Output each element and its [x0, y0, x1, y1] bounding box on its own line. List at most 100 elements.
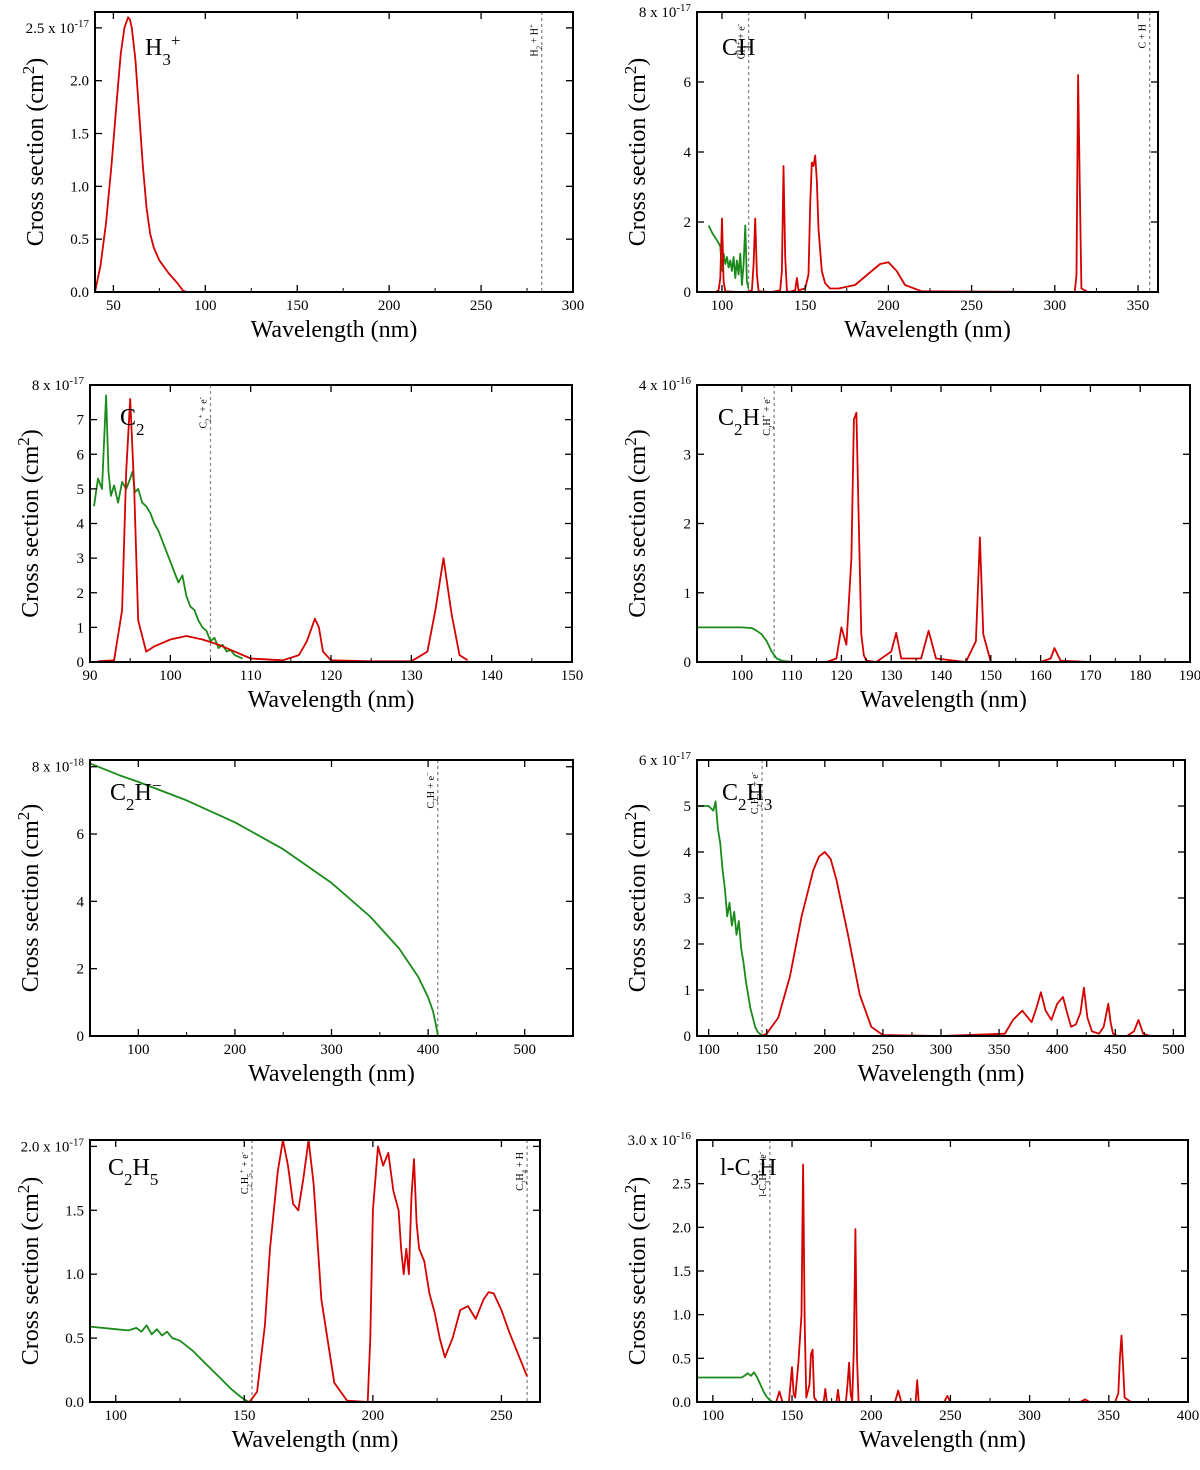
threshold-label-part: + e: [199, 399, 210, 415]
y-scale-exponent: -16: [676, 375, 691, 387]
y-tick-label: 1.0: [70, 179, 89, 195]
molecule-label: C2H3: [722, 780, 772, 814]
x-tick-label: 130: [400, 668, 423, 684]
y-tick-label: 2.0: [70, 74, 89, 90]
mol-part: 3: [162, 50, 171, 69]
y-axis-label-text: Cross section (cm: [625, 445, 651, 617]
y-scale-mantissa: 2.5 x 10: [26, 21, 75, 37]
x-tick-label: 200: [877, 298, 900, 314]
threshold-label-part: H + e: [426, 775, 437, 798]
threshold-label-part: + e: [762, 399, 773, 415]
x-tick-label: 50: [106, 298, 121, 314]
x-tick-label: 100: [159, 668, 182, 684]
y-tick-label: 2: [77, 586, 85, 602]
y-axis-label: Cross section (cm2): [621, 1177, 652, 1365]
x-tick-label: 140: [930, 668, 953, 684]
y-scale-mantissa: 4 x 10: [639, 378, 677, 394]
mol-part: C: [722, 780, 738, 806]
y-axis-label-sup: 2: [621, 812, 640, 821]
x-axis-label: Wavelength (nm): [232, 1427, 399, 1453]
threshold-label-part: +: [528, 24, 536, 28]
x-tick-label: 180: [1129, 668, 1152, 684]
threshold-label-part: 4: [521, 1169, 529, 1173]
threshold-label-1: C2H4 + H: [515, 1152, 529, 1191]
x-tick-label: 120: [830, 668, 853, 684]
y-axis-label: Cross section (cm2): [621, 58, 652, 246]
y-axis-label-sup: 2: [14, 437, 33, 446]
mol-part: 5: [150, 1170, 159, 1189]
x-tick-label: 250: [872, 1042, 895, 1058]
threshold-label-part: + e: [750, 774, 761, 790]
series-photoionization: [89, 762, 573, 1037]
molecule-label: l-C3H: [720, 1155, 777, 1189]
y-tick-label: 1.0: [65, 1267, 84, 1283]
y-tick-label: 0: [77, 1029, 85, 1045]
threshold-label-part: + H: [515, 1152, 526, 1170]
y-axis-label-sup: 2: [14, 1185, 33, 1194]
threshold-label-part: C: [762, 429, 773, 436]
y-scale-label: 4 x 10-16: [639, 375, 692, 394]
y-scale-label: 2.5 x 10-17: [26, 18, 90, 37]
y-axis-label-text: Cross section (cm: [625, 74, 651, 246]
threshold-label-part: +: [735, 41, 743, 45]
y-scale-exponent: -18: [69, 757, 84, 769]
y-scale-mantissa: 6 x 10: [639, 753, 677, 769]
y-axis-label-text: Cross section (cm: [23, 74, 49, 246]
y-scale-exponent: -17: [69, 375, 84, 387]
y-tick-label: 2: [684, 517, 692, 533]
y-axis-label: Cross section (cm2): [621, 429, 652, 617]
y-tick-label: 2: [684, 937, 692, 953]
y-scale-label: 6 x 10-17: [639, 750, 692, 769]
axes-frame: [89, 1139, 541, 1403]
threshold-label-part: -: [197, 396, 205, 399]
mol-part: H: [743, 405, 760, 431]
y-tick-label: 4: [77, 894, 85, 910]
y-tick-label: 0.0: [70, 285, 89, 301]
mol-part: 2: [126, 795, 135, 814]
y-tick-label: 0: [684, 655, 692, 671]
y-tick-label: 0.0: [65, 1395, 84, 1411]
threshold-label-part: C + H: [1138, 24, 1149, 49]
x-tick-label: 110: [781, 668, 803, 684]
threshold-label-0: C2H + e−: [424, 772, 440, 808]
y-tick-label: 1.5: [672, 1264, 691, 1280]
x-tick-label: 400: [417, 1042, 440, 1058]
threshold-label-part: C: [515, 1184, 526, 1191]
y-tick-label: 2: [77, 962, 85, 978]
y-scale-label: 3.0 x 10-16: [628, 1130, 692, 1149]
x-tick-label: 100: [127, 1042, 150, 1058]
molecule-label: CH: [722, 35, 755, 61]
mol-part: 3: [764, 795, 773, 814]
y-scale-exponent: -17: [676, 2, 691, 14]
threshold-label-0: C2+ + e-: [197, 396, 213, 428]
panel-h3plus: H2 + H+50 100 150 200 250 3000.00.51.01.52.02…: [19, 11, 584, 343]
x-tick-label: 300: [1018, 1408, 1041, 1424]
y-tick-label: 1: [684, 586, 692, 602]
x-tick-label: 200: [362, 1408, 385, 1424]
threshold-label-part: 2: [246, 1184, 254, 1188]
x-tick-label: 350: [988, 1042, 1011, 1058]
threshold-label-part: -: [748, 771, 756, 774]
threshold-label-part: + e: [737, 26, 748, 42]
x-tick-label: 500: [513, 1042, 536, 1058]
x-tick-label: 190: [1179, 668, 1200, 684]
y-axis-label-tail: ): [625, 1177, 651, 1185]
y-axis-label-tail: ): [18, 804, 44, 812]
x-tick-label: 300: [930, 1042, 953, 1058]
y-tick-label: 1: [684, 983, 692, 999]
molecule-label: H3+: [145, 31, 180, 69]
mol-part: 2: [734, 420, 743, 439]
y-scale-mantissa: 2.0 x 10: [21, 1139, 70, 1155]
threshold-label-part: -: [735, 23, 743, 26]
threshold-label-part: -: [760, 396, 768, 399]
x-tick-label: 150: [286, 298, 309, 314]
mol-part: C: [120, 405, 136, 431]
x-tick-label: 160: [1029, 668, 1052, 684]
y-axis-label-text: Cross section (cm: [18, 820, 44, 992]
x-tick-label: 200: [378, 298, 401, 314]
panel-c2h3: C2H3+ + e-100 150 200 250 300 350 400 450 500012…: [621, 750, 1186, 1087]
y-axis-label-tail: ): [625, 58, 651, 66]
mol-part: C: [718, 405, 734, 431]
molecule-label: C2H−: [110, 776, 161, 814]
x-tick-label: 200: [224, 1042, 247, 1058]
